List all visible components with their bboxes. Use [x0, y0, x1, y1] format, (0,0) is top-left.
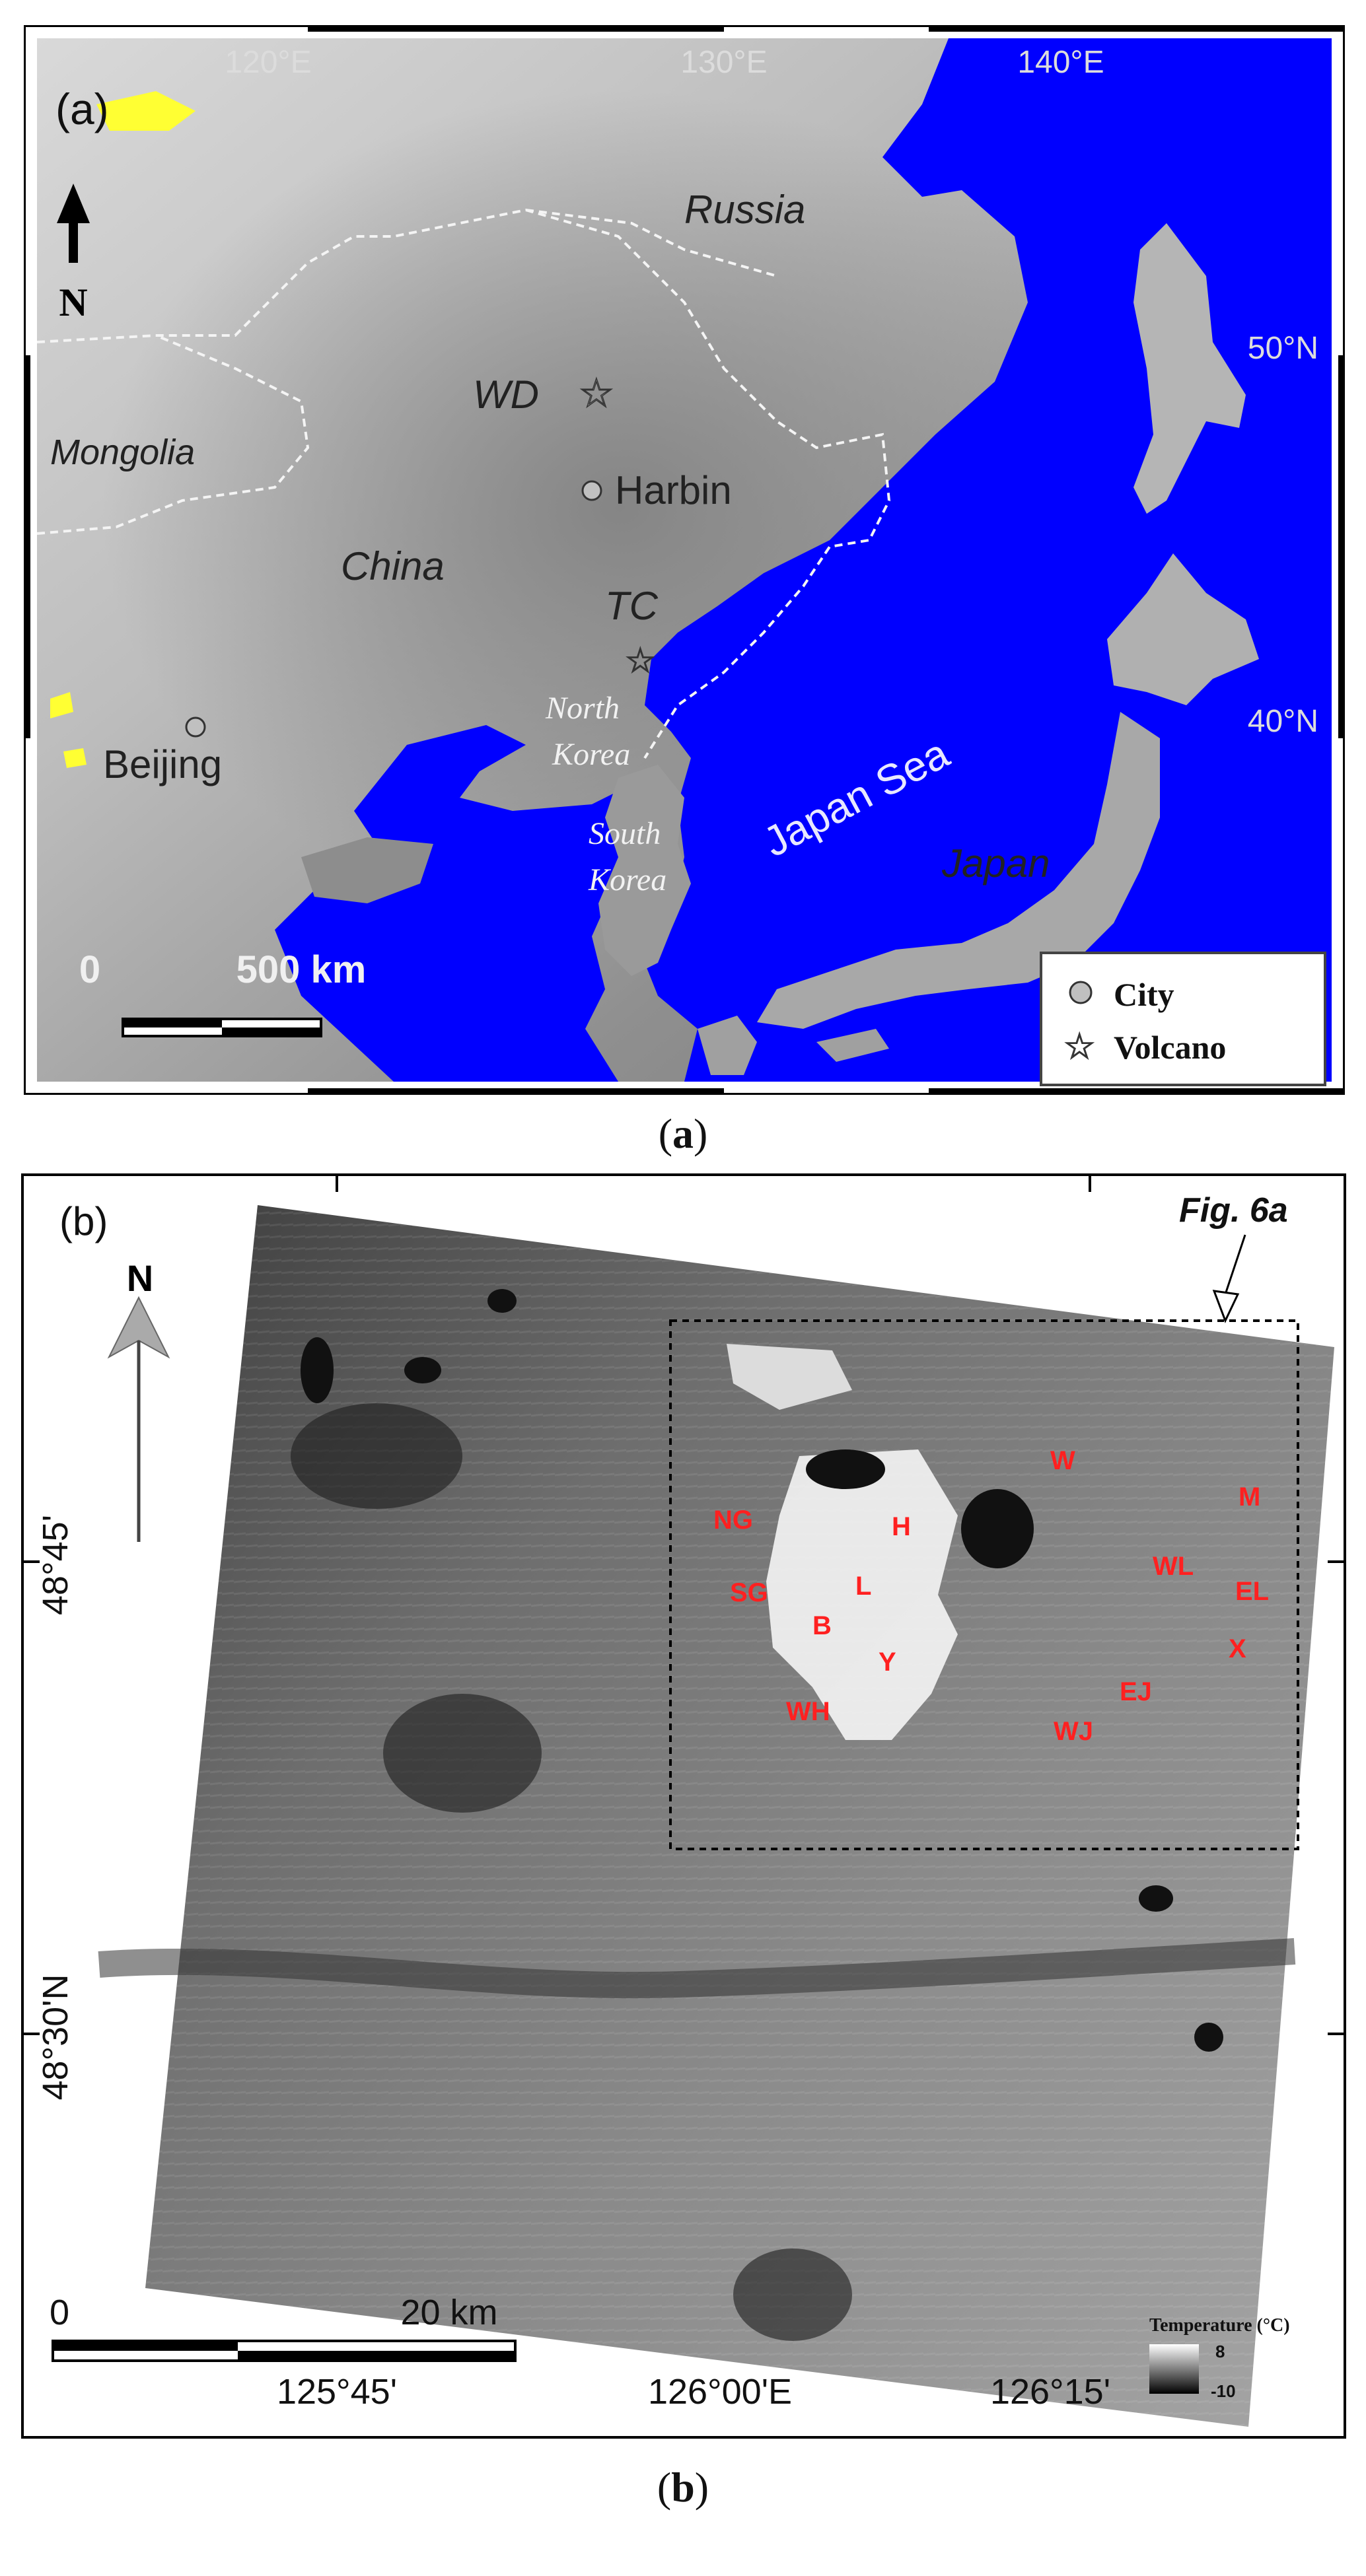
legend-volcano-icon: ☆ — [1063, 1027, 1095, 1066]
inset-fig6a-label: Fig. 6a — [1179, 1191, 1288, 1230]
city-harbin-icon — [581, 480, 602, 501]
volcano-label-el: EL — [1235, 1577, 1269, 1606]
volcano-labels: NG SG H L B Y WH W M WL EL X EJ WJ — [713, 1446, 1269, 1746]
north-arrow-icon — [57, 184, 90, 263]
volcano-label-ng: NG — [713, 1506, 753, 1535]
panel-a-map: (a) 120°E 130°E 140°E 50°N 40°N N Russia… — [24, 25, 1345, 1095]
inset-fig6a-box — [669, 1319, 1299, 1850]
volcano-label-l: L — [855, 1572, 871, 1601]
kyushu-shikoku — [698, 1016, 889, 1075]
label-japan: Japan — [941, 841, 1050, 886]
national-borders — [36, 208, 891, 759]
lon-tick-120: 120°E — [225, 45, 311, 80]
colorbar — [1149, 2344, 1199, 2394]
honshu — [757, 712, 1160, 1029]
yellow-highlights — [50, 91, 196, 768]
caption-b: (b) — [657, 2464, 709, 2511]
hokkaido — [1107, 553, 1259, 705]
lon-tick-12600: 126°00'E — [648, 2372, 792, 2412]
frame-b-ticks — [22, 1175, 1345, 2035]
scalebar-a — [122, 1018, 322, 1037]
volcano-wd-icon: ☆ — [579, 371, 614, 415]
lon-tick-12545: 125°45' — [277, 2372, 397, 2412]
lat-tick-50: 50°N — [1248, 331, 1318, 366]
shandong-peninsula — [301, 837, 433, 903]
scalebar-b — [52, 2340, 517, 2362]
legend-city-label: City — [1114, 976, 1174, 1013]
label-north-korea-2: Korea — [552, 737, 630, 772]
volcano-tc-icon: ☆ — [625, 642, 656, 680]
colorbar-min: -10 — [1211, 2381, 1236, 2401]
volcano-label-wl: WL — [1153, 1552, 1194, 1581]
label-mongolia: Mongolia — [50, 433, 195, 472]
north-label-b: N — [127, 1257, 153, 1299]
colorbar-max: 8 — [1215, 2342, 1225, 2361]
label-russia: Russia — [684, 188, 805, 232]
relief-shadows — [291, 1403, 852, 2341]
panel-b-map: Fig. 6a (b) N 48°45' 48°30'N 125°45' 126… — [21, 1173, 1346, 2439]
label-harbin: Harbin — [615, 468, 732, 512]
korean-peninsula — [598, 765, 691, 976]
volcano-label-b: B — [812, 1611, 832, 1640]
scalebar-b-start: 0 — [50, 2293, 69, 2332]
label-south-korea-2: Korea — [588, 862, 666, 897]
label-wd: WD — [473, 372, 539, 417]
volcano-label-wj: WJ — [1054, 1717, 1093, 1746]
legend-volcano-label: Volcano — [1114, 1029, 1226, 1066]
volcano-label-w: W — [1050, 1446, 1075, 1475]
north-arrow-b-icon — [107, 1296, 170, 1542]
volcano-label-m: M — [1239, 1482, 1260, 1512]
frame-ticks — [24, 25, 1345, 1095]
caption-a: (a) — [658, 1110, 708, 1157]
volcano-label-x: X — [1229, 1634, 1246, 1663]
scalebar-a-start: 0 — [79, 948, 100, 991]
scalebar-b-end: 20 km — [400, 2293, 497, 2332]
lat-tick-4845: 48°45' — [36, 1515, 75, 1615]
volcano-label-ej: EJ — [1120, 1677, 1152, 1706]
volcano-label-h: H — [892, 1512, 911, 1541]
river-valley — [98, 1938, 1296, 1999]
label-north-korea-1: North — [545, 691, 620, 726]
legend-city-icon — [1069, 981, 1093, 1004]
legend-a: City ☆ Volcano — [1040, 952, 1326, 1086]
lon-tick-140: 140°E — [1017, 45, 1104, 80]
north-label: N — [59, 281, 87, 324]
volcano-label-wh: WH — [786, 1697, 830, 1726]
lon-tick-130: 130°E — [680, 45, 767, 80]
lat-tick-4830: 48°30'N — [36, 1974, 75, 2100]
label-south-korea-1: South — [589, 816, 661, 851]
volcano-label-sg: SG — [730, 1578, 768, 1607]
panel-b-label: (b) — [59, 1199, 108, 1243]
colorbar-title: Temperature (°C) — [1149, 2315, 1290, 2336]
panel-a-label: (a) — [55, 85, 109, 133]
yellow-sea — [275, 725, 658, 1082]
city-beijing-icon — [185, 716, 206, 738]
label-china: China — [341, 544, 445, 588]
lava-field — [766, 1449, 958, 1740]
volcano-label-y: Y — [879, 1648, 896, 1677]
label-tc: TC — [605, 584, 659, 628]
sakhalin-island — [1133, 223, 1246, 514]
inset-arrow-icon — [1212, 1234, 1246, 1323]
lat-tick-40: 40°N — [1248, 704, 1318, 739]
label-beijing: Beijing — [103, 742, 222, 786]
dark-lakes — [301, 1289, 1223, 2052]
scalebar-a-end: 500 km — [236, 948, 367, 991]
lon-tick-12615: 126°15' — [990, 2372, 1110, 2412]
